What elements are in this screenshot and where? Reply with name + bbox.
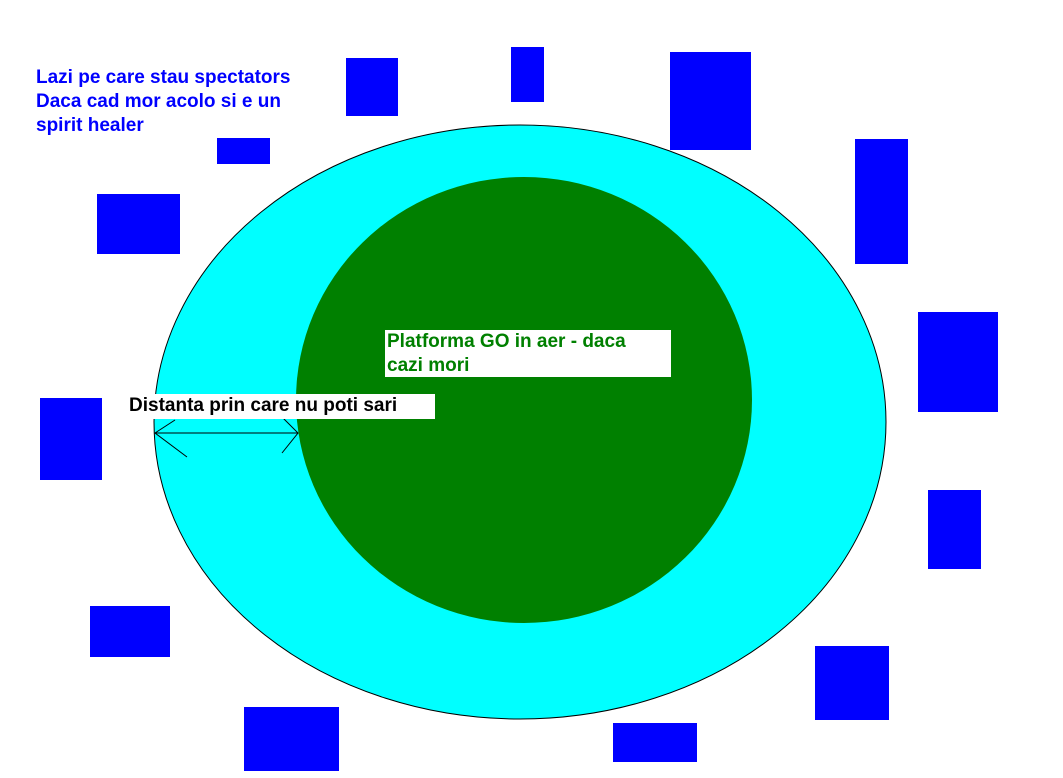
spectator-box [511,47,544,102]
spectator-box [855,139,908,264]
spectator-box [97,194,180,254]
spectators-note: Lazi pe care stau spectators Daca cad mo… [36,67,291,136]
central-platform [296,177,752,623]
spectator-box [670,52,751,150]
spectator-box [90,606,170,657]
spectator-box [918,312,998,412]
distance-note: Distanta prin care nu poti sari [125,394,435,419]
spectator-box [217,138,270,164]
spectator-box [613,723,697,762]
spectator-boxes [40,47,998,771]
platform-note: Platforma GO in aer - daca cazi mori [385,330,671,377]
spectator-box [244,707,339,771]
spectator-box [40,398,102,480]
spectator-box [346,58,398,116]
spectator-box [928,490,981,569]
spectator-box [815,646,889,720]
